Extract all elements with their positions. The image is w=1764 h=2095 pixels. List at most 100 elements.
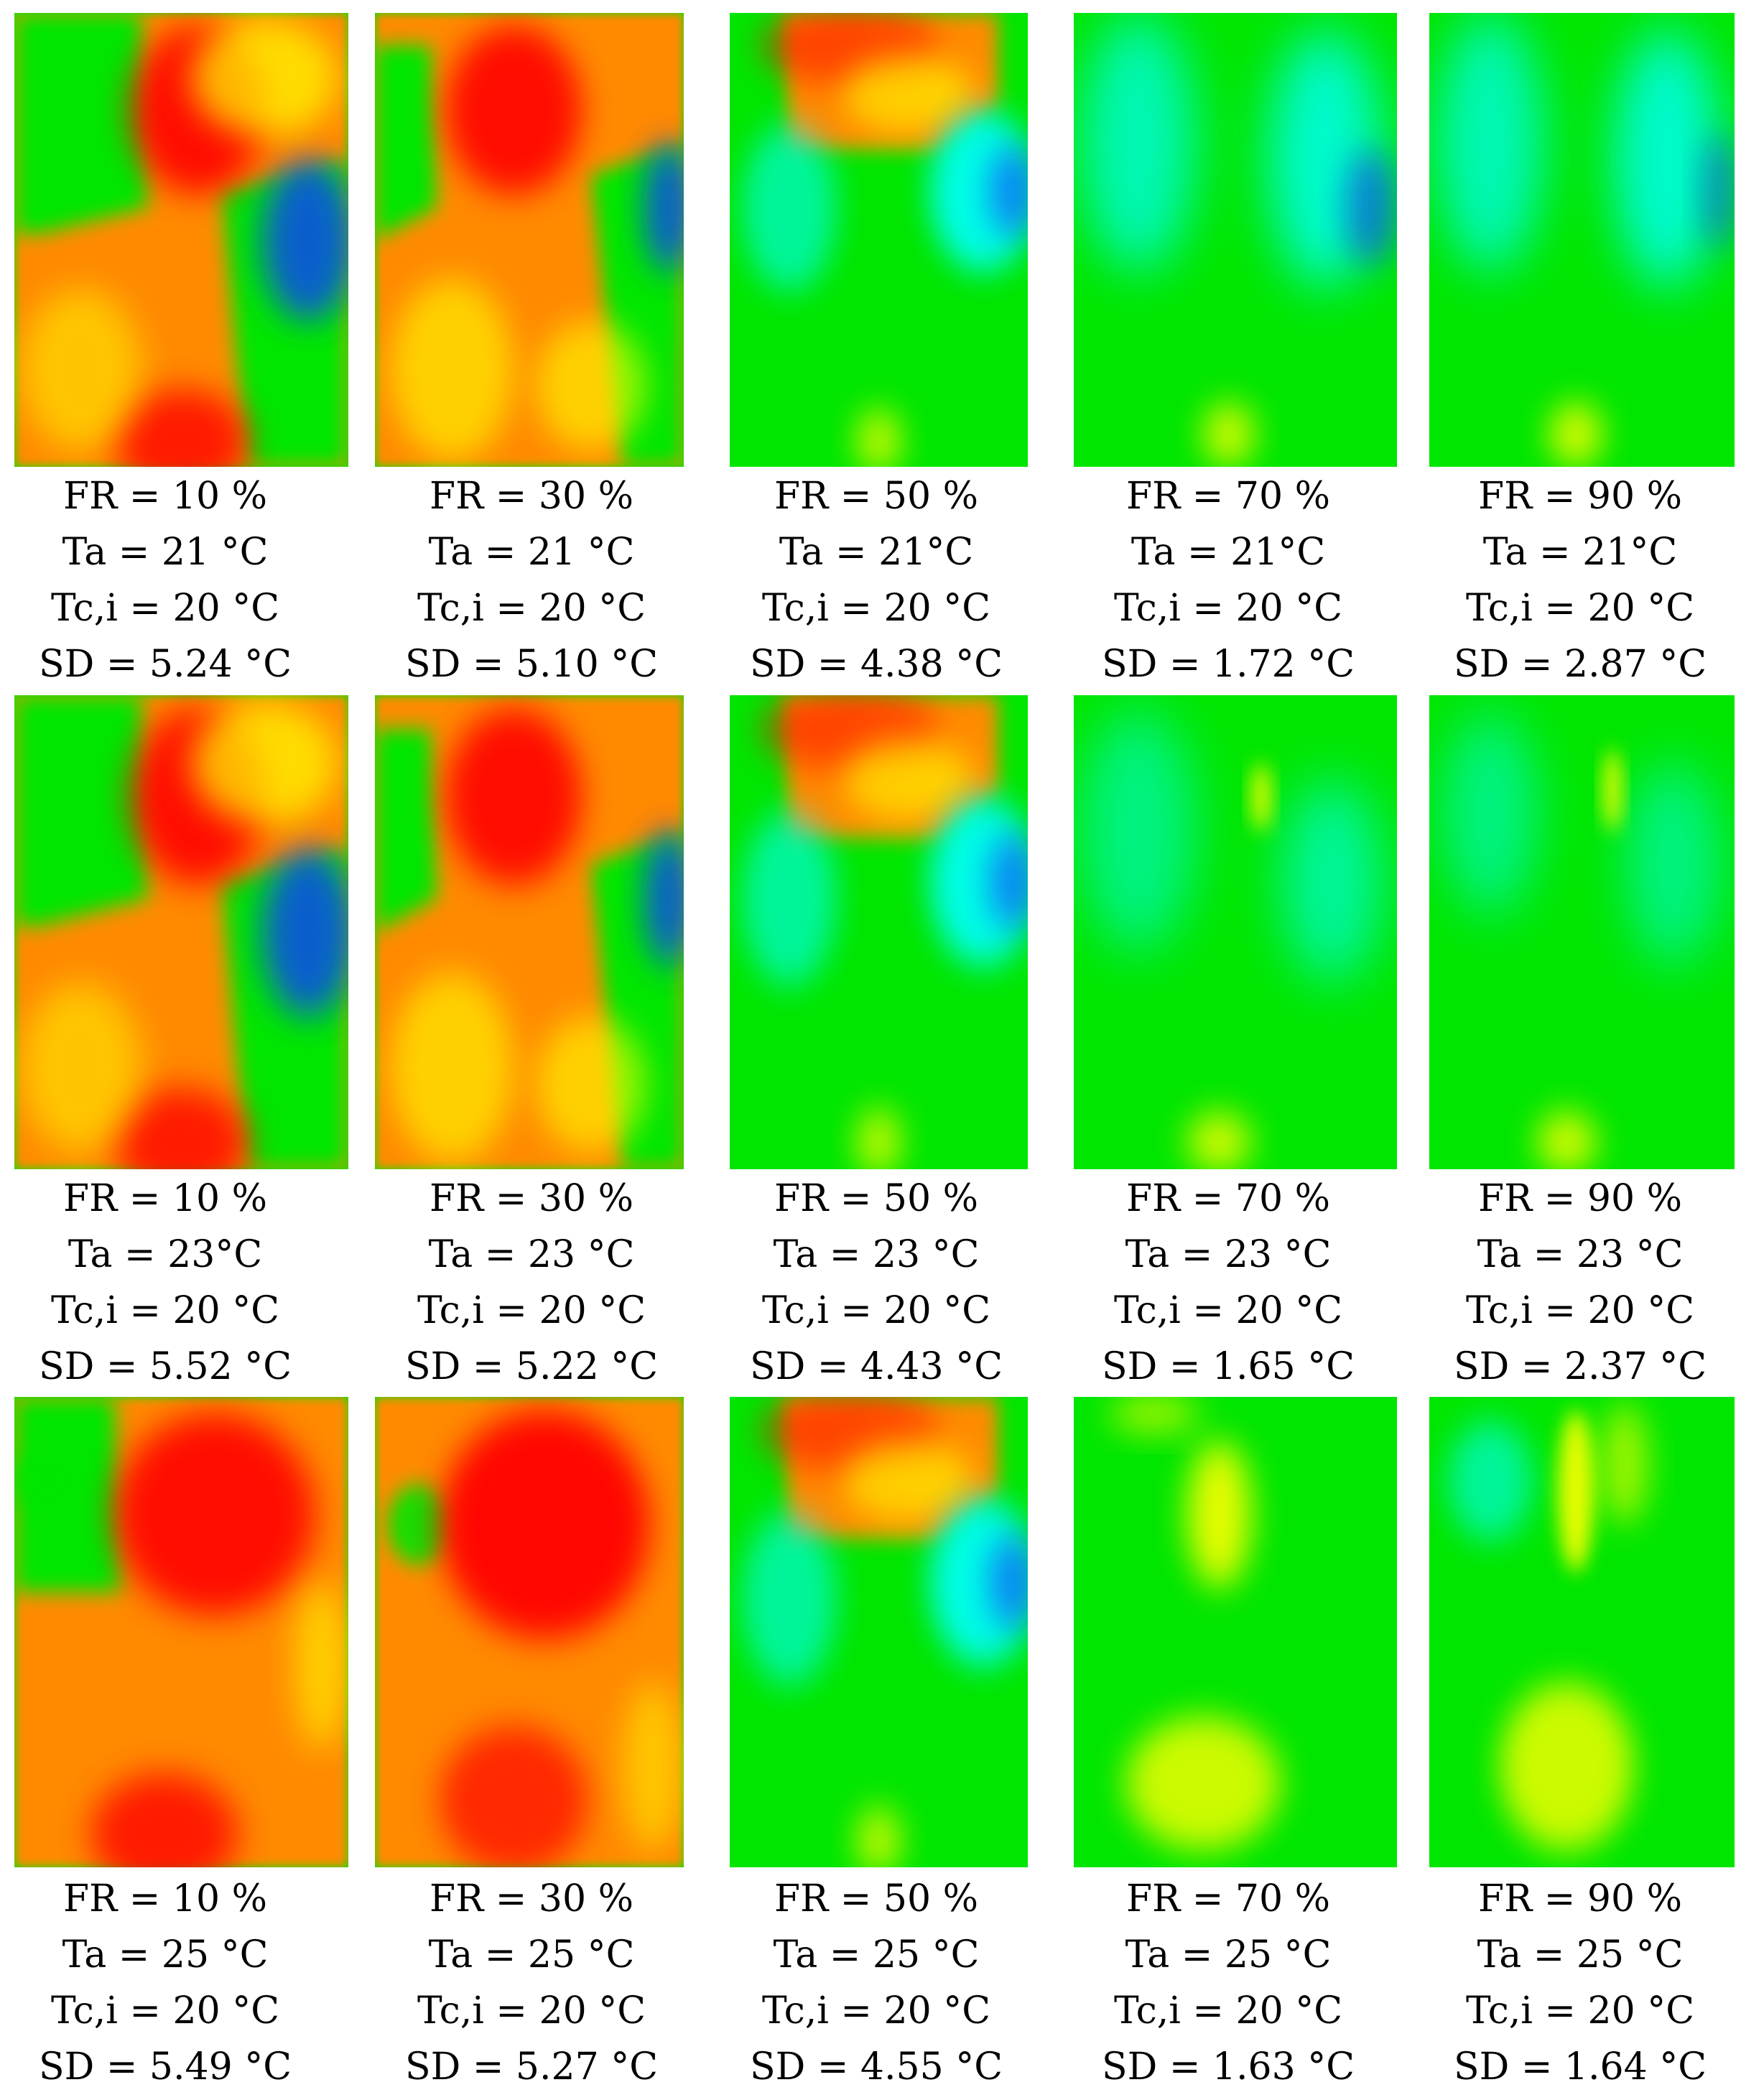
coldspot [989,146,1028,237]
inlet-temp-label: Tc,i = 20 °C [1113,1989,1343,2033]
heatmap-image [730,695,1028,1169]
warm-region [1109,1397,1200,1434]
panel-caption: FR = 10 % Ta = 23°C Tc,i = 20 °C SD = 5.52 … [7,1171,323,1395]
inlet-temp-label: Tc,i = 20 °C [761,587,991,630]
ambient-temp-label: Ta = 21 °C [428,531,635,574]
warm-region [390,279,514,460]
panel-caption: FR = 70 % Ta = 23 °C Tc,i = 20 °C SD = 1.65… [1070,1171,1386,1395]
cool-region [1447,1420,1533,1542]
cool-region [1442,712,1539,916]
warm-region [535,320,647,451]
cool-region [375,45,437,241]
heatmap-image [730,1397,1028,1867]
warm-region [1603,749,1622,831]
flow-rate-label: FR = 70 % [1126,475,1330,518]
warm-region [842,55,975,134]
inlet-temp-label: Tc,i = 20 °C [761,1989,991,2033]
cool-region [1612,29,1722,289]
std-dev-label: SD = 1.63 °C [1101,2045,1355,2089]
warm-region [1125,1716,1281,1851]
panel-caption: FR = 90 % Ta = 25 °C Tc,i = 20 °C SD = 1.64… [1422,1871,1738,2095]
cool-region [14,13,148,233]
hotspot [114,389,249,467]
hotspot [445,26,582,195]
panel-caption: FR = 10 % Ta = 25 °C Tc,i = 20 °C SD = 5.49… [7,1871,323,2095]
ambient-temp-label: Ta = 25 °C [62,1933,269,1976]
ambient-temp-label: Ta = 21°C [1482,531,1678,574]
cool-region [1080,13,1197,273]
panel-caption: FR = 50 % Ta = 23 °C Tc,i = 20 °C SD = 4.43… [718,1171,1034,1395]
warm-region [842,739,975,821]
inlet-temp-label: Tc,i = 20 °C [1465,1989,1695,2033]
heatmap-panel [14,1397,348,1867]
flow-rate-label: FR = 70 % [1126,1177,1330,1220]
inlet-temp-label: Tc,i = 20 °C [417,1989,646,2033]
heatmap-image [375,695,684,1169]
std-dev-label: SD = 2.37 °C [1453,1345,1707,1388]
hotspot [114,1413,315,1616]
flow-rate-label: FR = 10 % [63,1177,267,1220]
heatmap-panel [1429,695,1735,1169]
warm-region [1536,1111,1597,1169]
panel-caption: FR = 30 % Ta = 23 °C Tc,i = 20 °C SD = 5.22… [373,1171,690,1395]
coldspot [261,159,348,321]
flow-rate-label: FR = 90 % [1478,1177,1682,1220]
flow-rate-label: FR = 70 % [1126,1877,1330,1920]
panel-caption: FR = 70 % Ta = 21°C Tc,i = 20 °C SD = 1.72 … [1070,468,1386,692]
flow-rate-label: FR = 90 % [1478,1877,1682,1920]
heatmap-image [375,1397,684,1867]
heatmap-image [375,13,684,467]
heatmap-panel [375,13,684,467]
inlet-temp-label: Tc,i = 20 °C [1465,1289,1695,1332]
coldspot [644,142,684,273]
heatmap-panel [1429,1397,1735,1867]
ambient-temp-label: Ta = 25 °C [1125,1933,1332,1976]
hotspot [90,1773,238,1867]
warm-region [1600,1403,1649,1525]
heatmap-image [14,1397,348,1867]
heatmap-image [1074,695,1397,1169]
warm-region [390,972,514,1163]
panel-caption: FR = 30 % Ta = 25 °C Tc,i = 20 °C SD = 5.27… [373,1871,690,2095]
std-dev-label: SD = 5.22 °C [404,1345,659,1388]
inlet-temp-label: Tc,i = 20 °C [50,587,280,630]
ambient-temp-label: Ta = 23 °C [1125,1233,1332,1276]
warm-region [1187,1440,1252,1589]
cool-region [375,729,437,932]
inlet-temp-label: Tc,i = 20 °C [1113,587,1343,630]
heatmap-panel [375,695,684,1169]
cool-region [741,810,837,987]
ambient-temp-label: Ta = 21°C [779,531,974,574]
warm-region [535,1016,647,1153]
heatmap-panel [1074,13,1397,467]
std-dev-label: SD = 2.87 °C [1453,643,1707,686]
hotspot [440,1726,588,1867]
flow-rate-label: FR = 90 % [1478,475,1682,518]
std-dev-label: SD = 5.49 °C [38,2045,292,2089]
heatmap-panel [730,1397,1028,1867]
std-dev-label: SD = 4.55 °C [749,2045,1003,2089]
inlet-temp-label: Tc,i = 20 °C [1113,1289,1343,1332]
warm-region [1203,401,1255,467]
heatmap-image [1429,695,1735,1169]
flow-rate-label: FR = 50 % [774,475,978,518]
coldspot [1345,149,1397,266]
ambient-temp-label: Ta = 21 °C [62,531,269,574]
heatmap-panel [375,1397,684,1867]
inlet-temp-label: Tc,i = 20 °C [50,1289,280,1332]
warm-region [21,288,141,451]
heatmap-panel [1074,695,1397,1169]
warm-region [1187,1111,1252,1169]
coldspot [989,1534,1028,1629]
cool-region [1625,763,1722,967]
heatmap-panel [730,13,1028,467]
panel-caption: FR = 90 % Ta = 23 °C Tc,i = 20 °C SD = 2.37… [1422,1171,1738,1395]
flow-rate-label: FR = 10 % [63,475,267,518]
inlet-temp-label: Tc,i = 20 °C [1465,587,1695,630]
std-dev-label: SD = 5.27 °C [404,2045,659,2089]
cool-region [741,1511,837,1686]
coldspot [261,847,348,1017]
cool-region [741,123,837,292]
panel-caption: FR = 70 % Ta = 25 °C Tc,i = 20 °C SD = 1.63… [1070,1871,1386,2095]
std-dev-label: SD = 4.38 °C [749,643,1003,686]
